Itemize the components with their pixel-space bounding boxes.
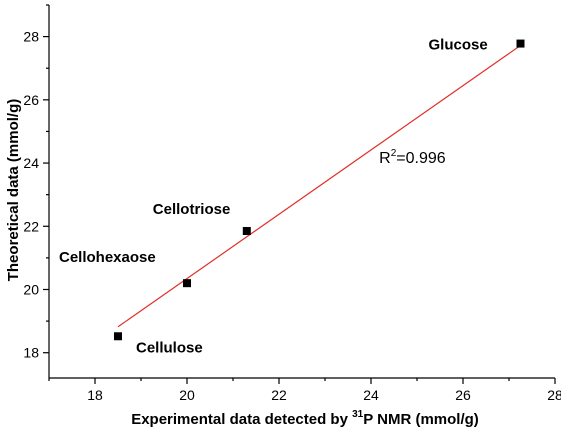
x-tick-label: 26 [455, 387, 471, 403]
fit-line-group [117, 44, 521, 328]
x-axis-title-sup: 31 [352, 409, 364, 420]
y-axis-title: Theoretical data (mmol/g) [5, 99, 22, 282]
point-label: Cellotriose [153, 201, 231, 218]
x-tick-label: 24 [363, 387, 379, 403]
r-squared-annotation: R2=0.996 [379, 148, 446, 167]
data-point [114, 332, 122, 341]
point-label: Cellohexaose [59, 249, 156, 266]
data-point [183, 279, 191, 288]
x-tick-label: 28 [547, 387, 561, 403]
y-tick-label: 22 [23, 218, 39, 234]
x-axis-title-post: P NMR (mmol/g) [363, 411, 479, 428]
point-label: Cellulose [136, 339, 203, 356]
y-tick-label: 18 [23, 345, 39, 361]
regression-line [117, 44, 521, 328]
x-tick-label: 22 [271, 387, 287, 403]
data-point [516, 39, 525, 48]
axes: 18 20 22 24 26 28 18 20 22 24 26 28 [23, 4, 561, 403]
data-point [242, 227, 251, 236]
x-tick-label: 18 [87, 387, 103, 403]
y-tick-label: 26 [23, 92, 39, 108]
point-label: Glucose [429, 37, 488, 54]
r-squared-sup: 2 [391, 148, 397, 159]
y-tick-label: 20 [23, 281, 39, 297]
y-tick-label: 24 [23, 155, 39, 171]
x-tick-label: 20 [179, 387, 195, 403]
r-squared-base: R [379, 150, 391, 167]
data-points [114, 39, 525, 341]
point-labels: Glucose Cellotriose Cellohexaose Cellulose [59, 37, 488, 357]
x-axis-title: Experimental data detected by 31P NMR (m… [131, 409, 479, 428]
r-squared-value: =0.996 [396, 150, 445, 167]
y-tick-label: 28 [23, 29, 39, 45]
x-axis-title-pre: Experimental data detected by [131, 411, 352, 428]
